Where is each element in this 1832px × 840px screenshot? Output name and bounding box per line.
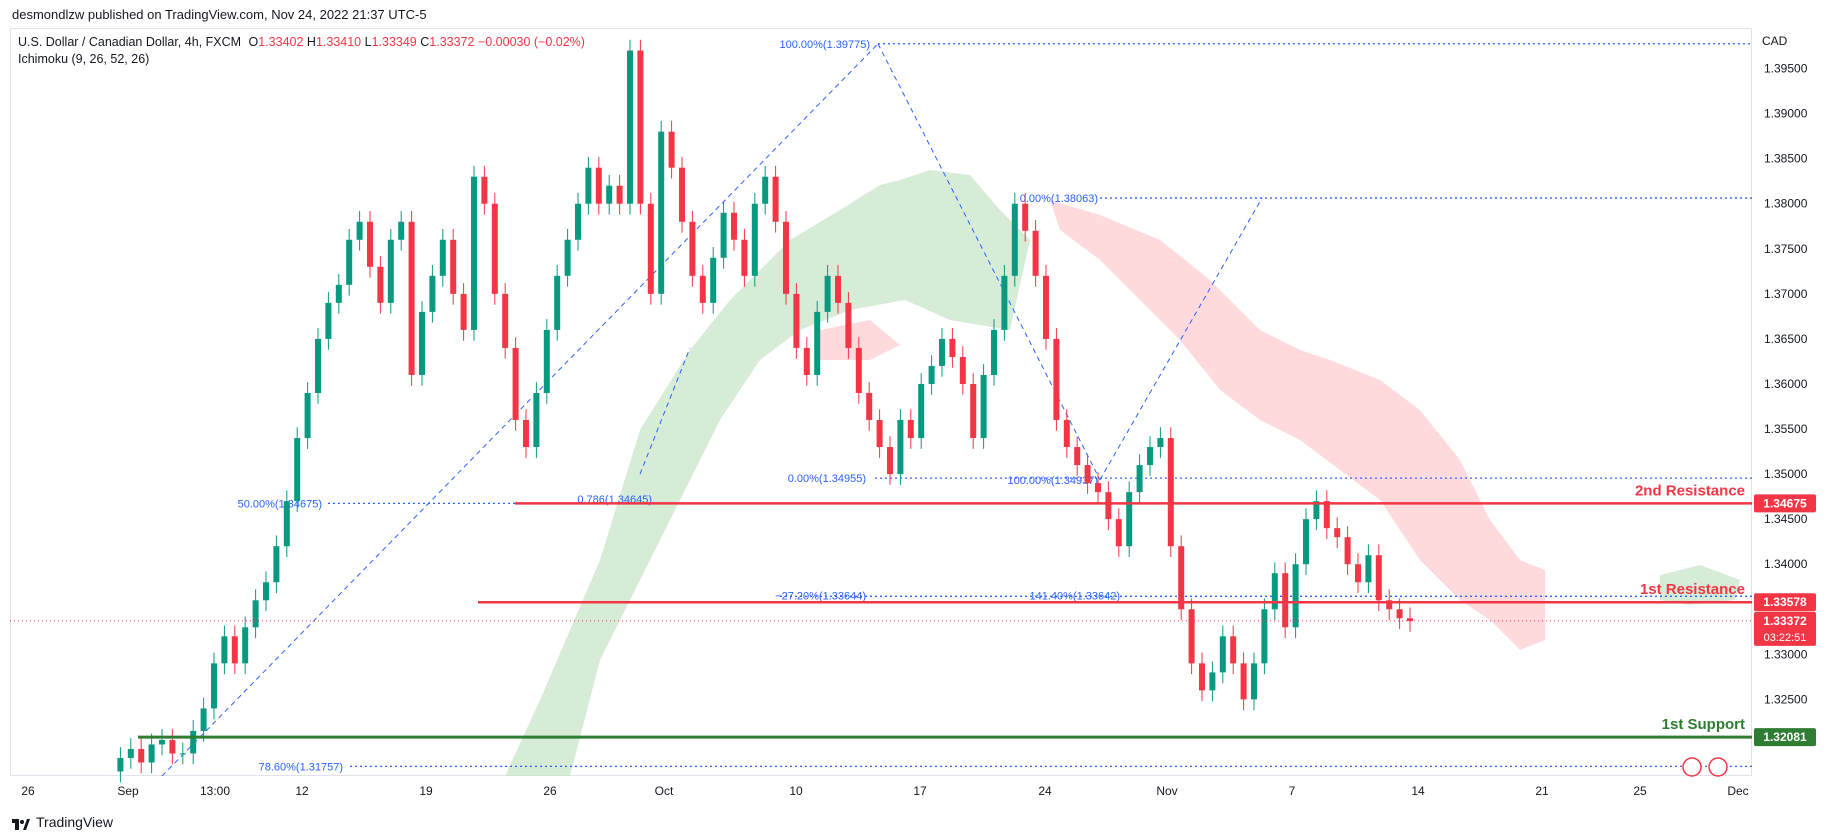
y-tick-label: 1.35000 <box>1764 467 1808 481</box>
y-tick-label: 1.36500 <box>1764 332 1808 346</box>
x-tick-label: 13:00 <box>200 784 230 798</box>
price-tag-res1-bg <box>1754 593 1816 612</box>
x-tick-label: 12 <box>295 784 309 798</box>
y-tick-label: 1.37500 <box>1764 242 1808 256</box>
y-tick-label: 1.39000 <box>1764 107 1808 121</box>
x-tick-label: 21 <box>1535 784 1549 798</box>
x-tick-label: Sep <box>117 784 139 798</box>
x-tick-label: 10 <box>789 784 803 798</box>
legend: U.S. Dollar / Canadian Dollar, 4h, FXCM … <box>18 34 585 68</box>
price-tag-sup1: 1.32081 <box>1763 730 1807 744</box>
x-tick-label: 25 <box>1633 784 1647 798</box>
y-tick-label: 1.34000 <box>1764 557 1808 571</box>
y-tick-label: 1.37000 <box>1764 287 1808 301</box>
price-tag-res2: 1.34675 <box>1763 496 1807 510</box>
x-tick-label: 24 <box>1038 784 1052 798</box>
ohlc-readout: O1.33402 H1.33410 L1.33349 C1.33372 −0.0… <box>248 35 585 49</box>
x-axis-ticks: 26 Sep 13:00 12 19 26 Oct 10 17 24 Nov 7 14 21 25 Dec <box>21 784 1748 798</box>
x-tick-label: 17 <box>913 784 927 798</box>
y-tick-label: 1.38000 <box>1764 197 1808 211</box>
y-tick-label: 1.34500 <box>1764 512 1808 526</box>
tradingview-logo-icon <box>12 817 30 830</box>
y-axis-currency: CAD <box>1762 34 1788 48</box>
change-readout: −0.00030 (−0.02%) <box>477 35 585 49</box>
price-tag-sup1-bg <box>1754 728 1816 747</box>
tradingview-footer[interactable]: TradingView <box>12 814 113 830</box>
tradingview-brand: TradingView <box>36 814 114 830</box>
price-tag-current-bg <box>1754 611 1816 646</box>
x-tick-label: Nov <box>1156 784 1177 798</box>
x-tick-label: 19 <box>419 784 433 798</box>
y-tick-label: 1.33000 <box>1764 647 1808 661</box>
y-tick-label: 1.32500 <box>1764 692 1808 706</box>
symbol-title[interactable]: U.S. Dollar / Canadian Dollar, 4h, FXCM <box>18 35 242 49</box>
price-tag-res1: 1.33578 <box>1763 595 1807 609</box>
y-tick-label: 1.38500 <box>1764 152 1808 166</box>
y-tick-label: 1.36000 <box>1764 377 1808 391</box>
y-tick-label: 1.39500 <box>1764 62 1808 76</box>
x-tick-label: 7 <box>1289 784 1296 798</box>
y-axis-ticks: CAD 1.39500 1.39000 1.38500 1.38000 1.37500 1.… <box>1762 34 1808 706</box>
chart-frame <box>10 28 1752 776</box>
x-tick-label: Dec <box>1727 784 1748 798</box>
price-tag-res2-bg <box>1754 494 1816 513</box>
y-tick-label: 1.35500 <box>1764 422 1808 436</box>
indicator-label[interactable]: Ichimoku (9, 26, 52, 26) <box>18 52 150 66</box>
published-caption: desmondlzw published on TradingView.com,… <box>12 7 427 22</box>
x-tick-label: 26 <box>543 784 557 798</box>
countdown-label: 03:22:51 <box>1764 632 1807 644</box>
x-tick-label: 26 <box>21 784 35 798</box>
price-tag-current: 1.33372 <box>1763 614 1807 628</box>
x-tick-label: 14 <box>1411 784 1425 798</box>
x-tick-label: Oct <box>655 784 674 798</box>
